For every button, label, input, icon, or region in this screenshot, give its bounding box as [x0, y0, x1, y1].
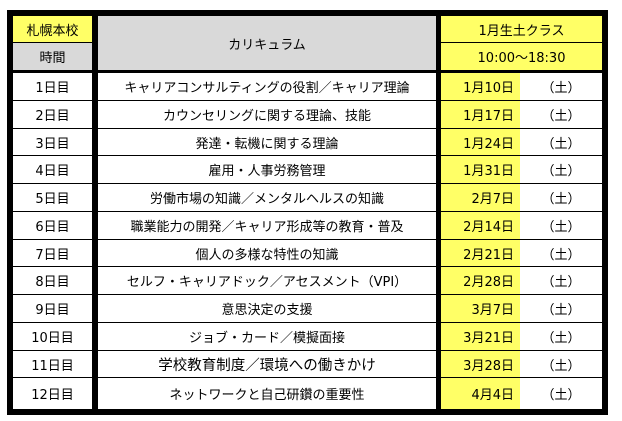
- weekday-cell: （土）: [520, 351, 602, 377]
- weekday-cell: （土）: [520, 323, 602, 350]
- date-cell: 1月31日: [441, 156, 520, 183]
- topic-cell: カウンセリングに関する理論、技能: [98, 101, 436, 128]
- topic-cell: 雇用・人事労務管理: [98, 156, 436, 183]
- day-cell: 2日目: [13, 101, 92, 128]
- topic-cell: セルフ・キャリアドック／アセスメント（VPI）: [98, 267, 436, 294]
- topic-cell: 職業能力の開発／キャリア形成等の教育・普及: [98, 212, 436, 239]
- day-cell: 5日目: [13, 184, 92, 211]
- topic-cell: キャリアコンサルティングの役割／キャリア理論: [98, 73, 436, 100]
- topic-cell: 個人の多様な特性の知識: [98, 240, 436, 266]
- weekday-cell: （土）: [520, 295, 602, 322]
- day-cell: 3日目: [13, 129, 92, 155]
- date-cell: 1月24日: [441, 129, 520, 155]
- date-cell: 4月4日: [441, 378, 520, 409]
- weekday-cell: （土）: [520, 267, 602, 294]
- date-cell: 1月10日: [441, 73, 520, 100]
- time-header: 時間: [13, 43, 92, 70]
- day-cell: 7日目: [13, 240, 92, 266]
- weekday-cell: （土）: [520, 73, 602, 100]
- topic-cell: 労働市場の知識／メンタルヘルスの知識: [98, 184, 436, 211]
- date-cell: 3月7日: [441, 295, 520, 322]
- weekday-cell: （土）: [520, 378, 602, 409]
- topic-cell: 学校教育制度／環境への働きかけ: [98, 351, 436, 377]
- class-time-header: 10:00〜18:30: [441, 43, 602, 70]
- date-cell: 2月14日: [441, 212, 520, 239]
- schedule-table: 札幌本校 時間 カリキュラム 1月生土クラス 10:00〜18:30 1日目 キャ…: [7, 10, 608, 415]
- curriculum-header: カリキュラム: [98, 16, 436, 70]
- weekday-cell: （土）: [520, 240, 602, 266]
- day-cell: 10日目: [13, 323, 92, 350]
- day-cell: 1日目: [13, 73, 92, 100]
- date-cell: 1月17日: [441, 101, 520, 128]
- weekday-cell: （土）: [520, 156, 602, 183]
- weekday-cell: （土）: [520, 212, 602, 239]
- weekday-cell: （土）: [520, 129, 602, 155]
- day-cell: 11日目: [13, 351, 92, 377]
- topic-cell: 意思決定の支援: [98, 295, 436, 322]
- date-cell: 3月21日: [441, 323, 520, 350]
- class-name-header: 1月生土クラス: [441, 16, 602, 42]
- weekday-cell: （土）: [520, 184, 602, 211]
- weekday-cell: （土）: [520, 101, 602, 128]
- date-cell: 2月28日: [441, 267, 520, 294]
- day-cell: 12日目: [13, 378, 92, 409]
- topic-cell: ジョブ・カード／模擬面接: [98, 323, 436, 350]
- day-cell: 8日目: [13, 267, 92, 294]
- topic-cell: ネットワークと自己研鑽の重要性: [98, 378, 436, 409]
- day-cell: 4日目: [13, 156, 92, 183]
- date-cell: 2月7日: [441, 184, 520, 211]
- topic-cell: 発達・転機に関する理論: [98, 129, 436, 155]
- day-cell: 9日目: [13, 295, 92, 322]
- date-cell: 3月28日: [441, 351, 520, 377]
- campus-header: 札幌本校: [13, 16, 92, 42]
- day-cell: 6日目: [13, 212, 92, 239]
- date-cell: 2月21日: [441, 240, 520, 266]
